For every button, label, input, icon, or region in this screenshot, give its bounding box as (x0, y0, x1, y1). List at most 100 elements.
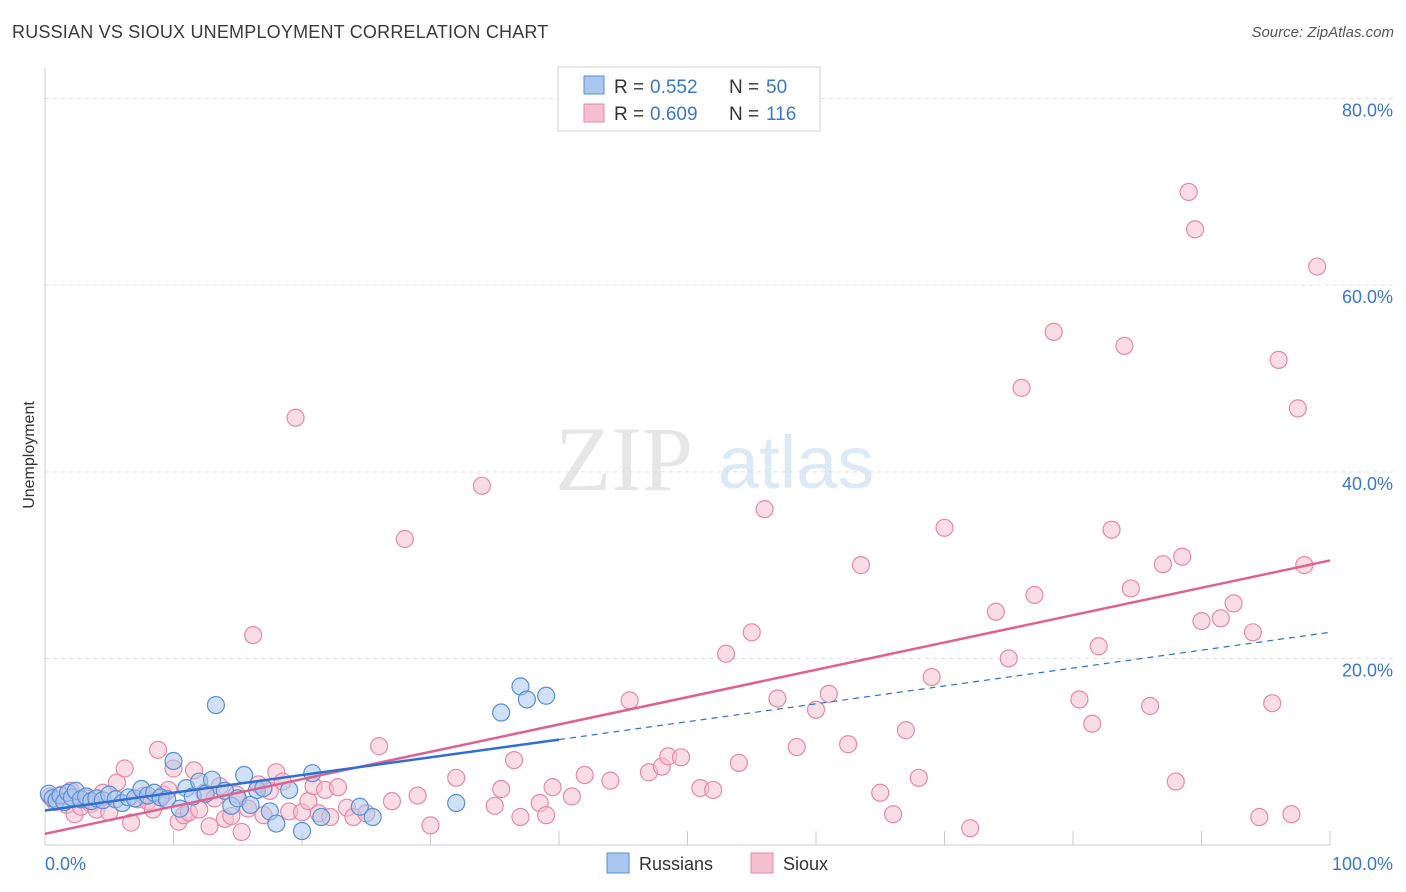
sioux-point-116 (1250, 807, 1269, 827)
sioux-point-106 (1121, 579, 1140, 598)
legend-swatch-sioux (583, 103, 605, 123)
sioux-point-82 (755, 500, 774, 519)
russians-point-44 (350, 797, 369, 816)
bottom-legend-swatch-sioux (750, 852, 774, 874)
sioux-point-101 (1070, 690, 1089, 709)
y-axis-label: Unemployment (21, 401, 38, 509)
sioux-point-110 (1179, 182, 1198, 202)
legend-n-label-russians: N = (729, 77, 759, 98)
sioux-point-99 (1025, 585, 1044, 605)
series-legend: Russians Sioux (606, 852, 828, 874)
watermark-atlas: atlas (718, 421, 874, 504)
russians-point-30 (206, 695, 226, 715)
sioux-point-105 (1115, 336, 1134, 355)
sioux-point-119 (1282, 805, 1301, 824)
sioux-point-37 (244, 625, 263, 645)
axes (44, 68, 1331, 846)
sioux-trend-line (44, 559, 1331, 836)
legend-n-label-sioux: N = (729, 104, 759, 125)
sioux-point-88 (851, 556, 871, 575)
watermark: ZIP atlas (555, 408, 874, 510)
sioux-point-79 (716, 644, 736, 663)
sioux-point-84 (787, 737, 806, 757)
sioux-point-95 (961, 819, 980, 838)
legend-swatch-russians (583, 75, 605, 95)
sioux-point-19 (148, 740, 168, 759)
bottom-legend-label-sioux: Sioux (783, 854, 828, 874)
russians-trend-line (44, 738, 560, 812)
legend-r-value-sioux: 0.609 (650, 104, 698, 125)
sioux-point-62 (485, 796, 504, 815)
data-points (39, 182, 1327, 842)
russians-point-47 (492, 703, 511, 722)
sioux-point-111 (1185, 220, 1205, 239)
watermark-zip: ZIP (555, 408, 693, 510)
bottom-legend-swatch-russians (606, 852, 630, 874)
legend-r-value-russians: 0.552 (650, 77, 698, 98)
russians-point-45 (363, 807, 382, 827)
sioux-point-93 (922, 667, 941, 687)
sioux-point-29 (200, 817, 219, 836)
sioux-point-67 (537, 806, 556, 825)
sioux-point-76 (671, 748, 691, 767)
trend-lines (44, 559, 1331, 836)
y-tick-label-80: 80.0% (1342, 101, 1393, 121)
sioux-point-58 (408, 786, 427, 805)
sioux-point-103 (1089, 637, 1108, 656)
legend-r-label-sioux: R = (614, 104, 644, 125)
sioux-point-108 (1153, 555, 1173, 574)
russians-point-23 (164, 751, 183, 771)
y-tick-label-40: 40.0% (1342, 474, 1393, 494)
legend-n-value-sioux: 116 (766, 104, 796, 125)
sioux-point-63 (492, 779, 511, 799)
russians-point-49 (517, 690, 536, 709)
sioux-point-65 (511, 807, 530, 827)
sioux-point-117 (1263, 694, 1282, 713)
sioux-point-80 (729, 753, 749, 773)
legend-n-value-russians: 50 (766, 77, 787, 98)
sioux-point-100 (1044, 322, 1063, 341)
sioux-point-104 (1102, 520, 1121, 539)
stats-legend: R = 0.552 N = 50 R = 0.609 N = 116 (557, 66, 821, 132)
sioux-point-90 (883, 805, 903, 824)
sioux-point-91 (896, 721, 916, 740)
sioux-point-123 (1166, 772, 1185, 791)
x-tick-label-0: 0.0% (45, 854, 86, 874)
russians-point-41 (292, 821, 312, 841)
gridlines (45, 98, 1395, 659)
sioux-point-44 (286, 408, 305, 427)
russians-point-50 (537, 686, 556, 705)
sioux-point-69 (562, 787, 581, 806)
sioux-point-107 (1140, 696, 1160, 716)
legend-r-label-russians: R = (614, 77, 644, 98)
sioux-point-81 (742, 623, 761, 642)
sioux-point-78 (704, 780, 723, 800)
chart-title: RUSSIAN VS SIOUX UNEMPLOYMENT CORRELATIO… (12, 22, 549, 42)
sioux-point-97 (999, 649, 1018, 668)
sioux-point-87 (839, 735, 858, 754)
sioux-point-113 (1211, 609, 1230, 628)
sioux-point-98 (1012, 378, 1031, 397)
sioux-point-68 (543, 778, 562, 797)
russians-point-43 (312, 807, 331, 827)
sioux-point-70 (575, 765, 594, 785)
y-tick-label-20: 20.0% (1342, 660, 1393, 680)
sioux-point-96 (986, 602, 1006, 621)
sioux-point-35 (232, 822, 251, 842)
russians-point-46 (447, 793, 466, 813)
sioux-point-120 (1288, 399, 1307, 418)
x-tick-label-100: 100.0% (1332, 854, 1393, 874)
russians-point-39 (267, 814, 286, 833)
sioux-point-85 (806, 700, 826, 719)
sioux-point-118 (1269, 350, 1288, 369)
sioux-point-57 (395, 529, 414, 549)
sioux-point-102 (1083, 714, 1102, 733)
russians-trend-extension (558, 631, 1331, 741)
sioux-point-71 (601, 771, 620, 790)
sioux-point-112 (1192, 611, 1211, 631)
chart-source: Source: ZipAtlas.com (1251, 24, 1394, 41)
sioux-point-56 (382, 792, 402, 811)
sioux-point-86 (819, 684, 838, 703)
sioux-point-83 (768, 689, 787, 708)
